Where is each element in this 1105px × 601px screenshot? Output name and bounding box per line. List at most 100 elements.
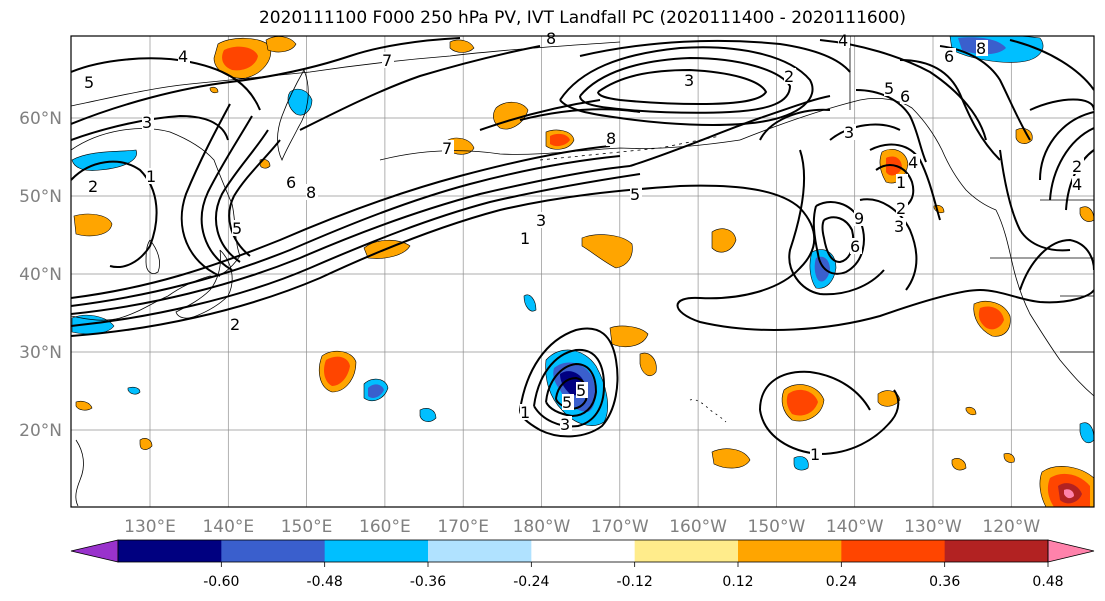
coast-philippines xyxy=(75,439,84,507)
pv-contour-line xyxy=(1009,39,1094,91)
colorbar-tick-label: 0.24 xyxy=(826,574,857,590)
contour-label: 5 xyxy=(576,381,586,400)
pv-positive-patch xyxy=(711,228,737,253)
pv-contour-line xyxy=(71,165,631,315)
coast-korea xyxy=(145,239,160,274)
latitude-label: 40°N xyxy=(19,265,62,285)
colorbar-segment xyxy=(118,540,222,562)
pv-contour-line xyxy=(999,149,1071,252)
contour-label: 1 xyxy=(810,445,820,464)
colorbar-segment xyxy=(841,540,946,562)
contour-label: 6 xyxy=(850,237,860,256)
colorbar-tick-label: 0.48 xyxy=(1032,574,1063,590)
pv-contour-line xyxy=(71,173,641,327)
contour-label: 3 xyxy=(684,71,694,90)
pv-contour-line xyxy=(1049,127,1094,201)
pv-contour-line xyxy=(1019,238,1094,291)
pv-contour-line xyxy=(939,45,1031,141)
pv-positive-core xyxy=(550,133,570,147)
contour-label: 3 xyxy=(536,211,546,230)
pv-contour-line xyxy=(71,145,611,299)
pv-contour-line xyxy=(759,108,831,141)
longitude-label: 160°E xyxy=(359,517,411,537)
pv-contour-line xyxy=(829,123,901,141)
pv-contour-line xyxy=(545,362,598,418)
longitude-label: 150°E xyxy=(281,517,333,537)
pv-anomaly-shading xyxy=(71,36,1094,507)
pv-contour-line xyxy=(228,139,281,257)
pv-contour-line xyxy=(579,56,792,114)
contour-label: 5 xyxy=(562,393,572,412)
colorbar-segment xyxy=(634,540,739,562)
contour-label: 1 xyxy=(520,229,530,248)
pv-positive-patch xyxy=(1003,453,1015,463)
colorbar-tick-label: -0.60 xyxy=(203,574,239,590)
pv-contour-line xyxy=(629,95,831,167)
contour-labels: 5 3 2 1 2 6 8 5 4 7 7 1 3 8 8 5 3 2 4 xyxy=(84,29,1084,464)
pv-positive-patch xyxy=(73,213,113,237)
pv-contour-line xyxy=(821,216,855,264)
longitude-label: 120°W xyxy=(982,517,1040,537)
colorbar-tick-labels: -0.60 -0.48 -0.36 -0.24 -0.12 0.12 0.24 0.36 0.4… xyxy=(203,562,1064,590)
contour-label: 7 xyxy=(382,51,392,70)
contour-label: 8 xyxy=(306,183,316,202)
contour-label: 8 xyxy=(546,29,556,48)
pv-contour-line xyxy=(555,376,588,410)
contour-label: 2 xyxy=(1072,157,1082,176)
pv-positive-core xyxy=(978,306,1004,330)
contour-label: 2 xyxy=(784,67,794,86)
pv-contour-line xyxy=(71,155,621,307)
colorbar-tick-label: -0.24 xyxy=(513,574,549,590)
contour-label: 4 xyxy=(908,153,918,172)
contour-label: 5 xyxy=(630,185,640,204)
map-title: 2020111100 F000 250 hPa PV, IVT Landfall… xyxy=(258,8,906,28)
contour-label: 3 xyxy=(844,123,854,142)
coast-alaska xyxy=(739,98,997,211)
latitude-label: 20°N xyxy=(19,421,62,441)
contour-label: 2 xyxy=(896,199,906,218)
latitude-label: 50°N xyxy=(19,187,62,207)
coastlines xyxy=(71,36,1094,507)
contour-label: 5 xyxy=(232,219,242,238)
pv-contour-line xyxy=(200,115,253,271)
pv-contour-line xyxy=(579,39,851,73)
pv-positive-patch xyxy=(877,390,901,407)
pv-contour-line xyxy=(1029,98,1094,181)
contour-label: 5 xyxy=(884,79,894,98)
contour-label: 1 xyxy=(146,167,156,186)
colorbar xyxy=(70,539,1095,563)
contour-label: 6 xyxy=(286,173,296,192)
coast-bering xyxy=(379,139,741,161)
graticule xyxy=(71,36,1094,507)
pv-positive-patch xyxy=(581,234,633,269)
pv-contour-line xyxy=(519,327,619,438)
contour-label: 8 xyxy=(976,39,986,58)
colorbar-extend-max xyxy=(1047,539,1095,563)
pv-negative-core xyxy=(814,256,830,282)
pv-positive-patch xyxy=(639,352,657,376)
coast-kamchatka xyxy=(277,69,309,161)
longitude-label: 140°W xyxy=(826,517,884,537)
pv-positive-core xyxy=(1064,489,1074,499)
contour-label: 4 xyxy=(838,31,848,50)
pv-contour-line xyxy=(71,114,229,141)
pv-contour-line xyxy=(859,198,918,291)
pv-contour-line xyxy=(71,160,158,268)
longitude-label: 150°W xyxy=(748,517,806,537)
pv-positive-patch xyxy=(951,458,967,471)
pv-negative-patch xyxy=(793,456,809,471)
pv-positive-patch xyxy=(139,438,153,450)
coast-asia xyxy=(71,128,241,321)
pv-positive-core xyxy=(786,389,818,416)
pv-negative-patch xyxy=(419,408,437,422)
pv-contour-line xyxy=(479,99,601,131)
pv-contour-line xyxy=(597,68,768,106)
pv-positive-patch xyxy=(449,39,475,53)
pv-negative-core xyxy=(368,384,384,398)
pv-contour-line xyxy=(759,370,871,411)
longitude-label: 160°W xyxy=(669,517,727,537)
pv-contour-line xyxy=(180,103,231,277)
pv-positive-patch xyxy=(609,325,649,347)
coast-hawaii xyxy=(689,399,727,423)
